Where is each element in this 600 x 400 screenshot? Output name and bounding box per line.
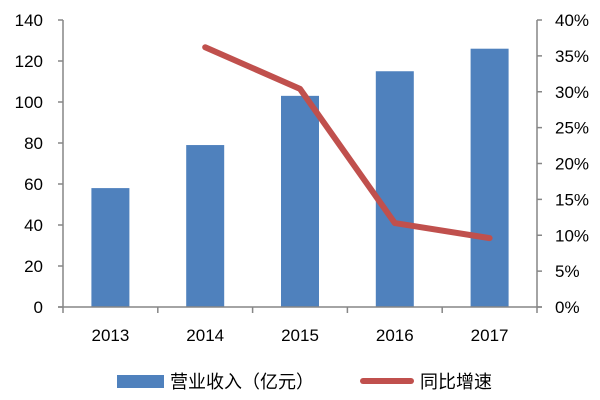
left-tick-label: 0 bbox=[34, 298, 43, 317]
x-tick-label: 2013 bbox=[91, 326, 129, 345]
left-tick-label: 100 bbox=[15, 93, 43, 112]
bar-2016 bbox=[375, 71, 414, 307]
legend-label-revenue: 营业收入（亿元） bbox=[170, 372, 314, 392]
legend: 营业收入（亿元） 同比增速 bbox=[0, 368, 600, 398]
legend-label-growth: 同比增速 bbox=[420, 372, 492, 392]
bar-2014 bbox=[186, 145, 225, 307]
bar-2013 bbox=[91, 188, 130, 307]
growth-rate-line bbox=[202, 44, 493, 242]
x-tick-label: 2017 bbox=[471, 326, 509, 345]
right-tick-label: 10% bbox=[555, 226, 589, 245]
x-tick-label: 2015 bbox=[281, 326, 319, 345]
bar-swatch-icon bbox=[117, 374, 164, 388]
right-tick-label: 25% bbox=[555, 119, 589, 138]
x-tick-label: 2014 bbox=[186, 326, 224, 345]
left-tick-label: 40 bbox=[24, 216, 43, 235]
right-tick-label: 5% bbox=[555, 262, 580, 281]
left-tick-label: 60 bbox=[24, 175, 43, 194]
line-swatch-icon bbox=[360, 378, 414, 384]
x-tick-label: 2016 bbox=[376, 326, 414, 345]
legend-item-growth: 同比增速 bbox=[360, 368, 492, 394]
left-tick-label: 80 bbox=[24, 134, 43, 153]
right-tick-label: 20% bbox=[555, 155, 589, 174]
left-tick-label: 120 bbox=[15, 52, 43, 71]
legend-item-revenue: 营业收入（亿元） bbox=[117, 368, 314, 394]
bar-2015 bbox=[281, 95, 319, 307]
bar-2017 bbox=[470, 48, 509, 307]
right-tick-label: 40% bbox=[555, 11, 589, 30]
right-tick-label: 0% bbox=[555, 298, 580, 317]
left-tick-label: 140 bbox=[15, 11, 43, 30]
right-tick-label: 30% bbox=[555, 83, 589, 102]
right-tick-label: 15% bbox=[555, 190, 589, 209]
right-tick-label: 35% bbox=[555, 47, 589, 66]
left-tick-label: 20 bbox=[24, 257, 43, 276]
